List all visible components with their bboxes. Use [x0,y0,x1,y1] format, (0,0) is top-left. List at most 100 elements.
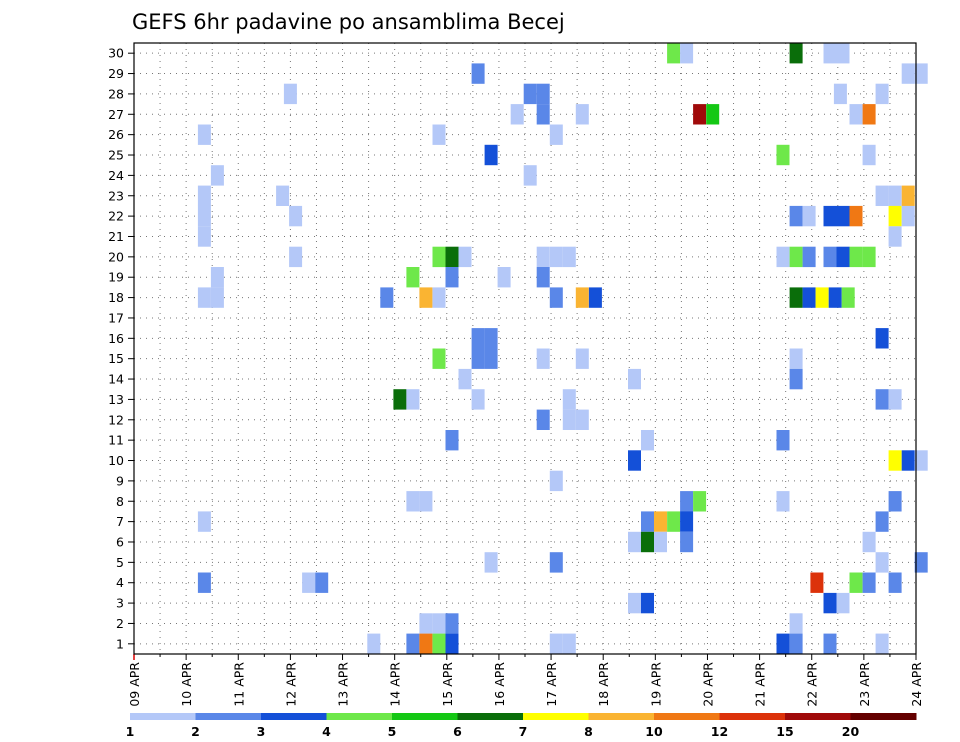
y-axis-ticks: 1234567891011121314151617181920212223242… [108,46,134,651]
x-axis-ticks: 09 APR 10 APR 11 APR 12 APR 13 APR 14 APR 15 A… [127,654,924,707]
x-tick-label: 22 APR [805,662,820,707]
precipitation-cell [289,246,303,268]
precipitation-cell [836,592,850,614]
precipitation-cell [575,348,589,369]
precipitation-cell [914,450,928,471]
precipitation-cell [888,226,902,247]
precipitation-cell [875,83,889,105]
x-tick-label: 17 APR [544,662,559,707]
y-tick-label: 5 [116,555,124,570]
y-tick-label: 25 [108,148,124,163]
y-tick-label: 24 [108,168,124,183]
y-tick-label: 27 [108,107,124,122]
precipitation-cell [197,185,211,206]
precipitation-cell [823,205,837,227]
precipitation-cell [862,144,876,166]
x-tick-label: 19 APR [648,662,663,707]
precipitation-cell [523,165,537,186]
colorbar-swatch [326,713,393,720]
precipitation-cell [654,511,667,532]
precipitation-cell [484,348,498,369]
precipitation-cell [484,144,498,166]
precipitation-cell [849,572,863,593]
precipitation-cell [901,205,915,227]
precipitation-cell [901,185,915,206]
precipitation-cell [445,267,459,288]
y-tick-label: 30 [108,46,124,61]
precipitation-cell [419,633,433,654]
precipitation-cell [836,246,850,268]
precipitation-cell [875,328,889,349]
precipitation-cell [484,328,498,349]
x-tick-label: 20 APR [700,662,715,707]
precipitation-cell [841,287,855,308]
colorbar-swatch [261,713,327,720]
colorbar-swatch [523,713,589,720]
y-tick-label: 12 [108,412,124,427]
colorbar-label: 3 [257,724,266,739]
precipitation-cell [458,368,472,390]
y-tick-label: 20 [108,249,124,264]
precipitation-cell [406,633,420,654]
x-tick-label: 15 APR [440,662,455,707]
precipitation-cell [536,267,550,288]
precipitation-cell [276,185,290,206]
colorbar-label: 6 [453,724,462,739]
precipitation-cell [302,572,316,593]
precipitation-cell [680,43,694,64]
colorbar-label: 2 [191,724,200,739]
precipitation-cell [210,287,224,308]
precipitation-cell [510,104,524,125]
precipitation-cell [471,328,485,349]
y-tick-label: 22 [108,209,124,224]
precipitation-cell [823,592,837,614]
x-tick-label: 11 APR [231,662,246,707]
colorbar-label: 1 [126,724,135,739]
precipitation-cell [802,246,816,268]
x-tick-label: 24 APR [909,662,924,707]
precipitation-cell [484,552,498,573]
precipitation-cell [536,409,550,430]
precipitation-cell [802,205,816,227]
precipitation-cell [641,511,654,532]
chart-title: GEFS 6hr padavine po ansamblima Becej [132,10,565,34]
precipitation-cell [536,83,550,105]
precipitation-cell [776,144,790,166]
precipitation-cell [419,287,433,308]
precipitation-cell [914,63,928,84]
precipitation-cell [575,104,589,125]
precipitation-cell [875,185,889,206]
precipitation-cell [706,104,720,125]
colorbar-label: 4 [322,724,331,739]
x-tick-label: 09 APR [127,662,142,707]
x-tick-label: 21 APR [753,662,768,707]
precipitation-cell [888,572,902,593]
precipitation-cell [815,287,829,308]
precipitation-cell [628,368,641,390]
precipitation-cell [575,409,589,430]
x-tick-label: 13 APR [336,662,351,707]
y-tick-label: 26 [108,127,124,142]
precipitation-cell [833,83,847,105]
precipitation-cell [823,633,837,654]
precipitation-cell [628,450,641,471]
y-tick-label: 18 [108,290,124,305]
y-tick-label: 14 [108,372,124,387]
y-tick-label: 29 [108,66,124,81]
precipitation-cell [836,43,850,64]
y-tick-label: 13 [108,392,124,407]
y-tick-label: 28 [108,86,124,101]
precipitation-cell [197,511,211,532]
precipitation-cells [197,43,928,654]
precipitation-cell [197,572,211,593]
precipitation-cell [641,531,654,553]
precipitation-cell [914,552,928,573]
precipitation-cell [776,246,790,268]
precipitation-cell [875,389,889,410]
precipitation-cell [667,43,681,64]
precipitation-cell [862,572,876,593]
precipitation-cell [828,287,842,308]
precipitation-cell [549,124,563,145]
precipitation-cell [862,246,876,268]
precipitation-cell [789,246,803,268]
